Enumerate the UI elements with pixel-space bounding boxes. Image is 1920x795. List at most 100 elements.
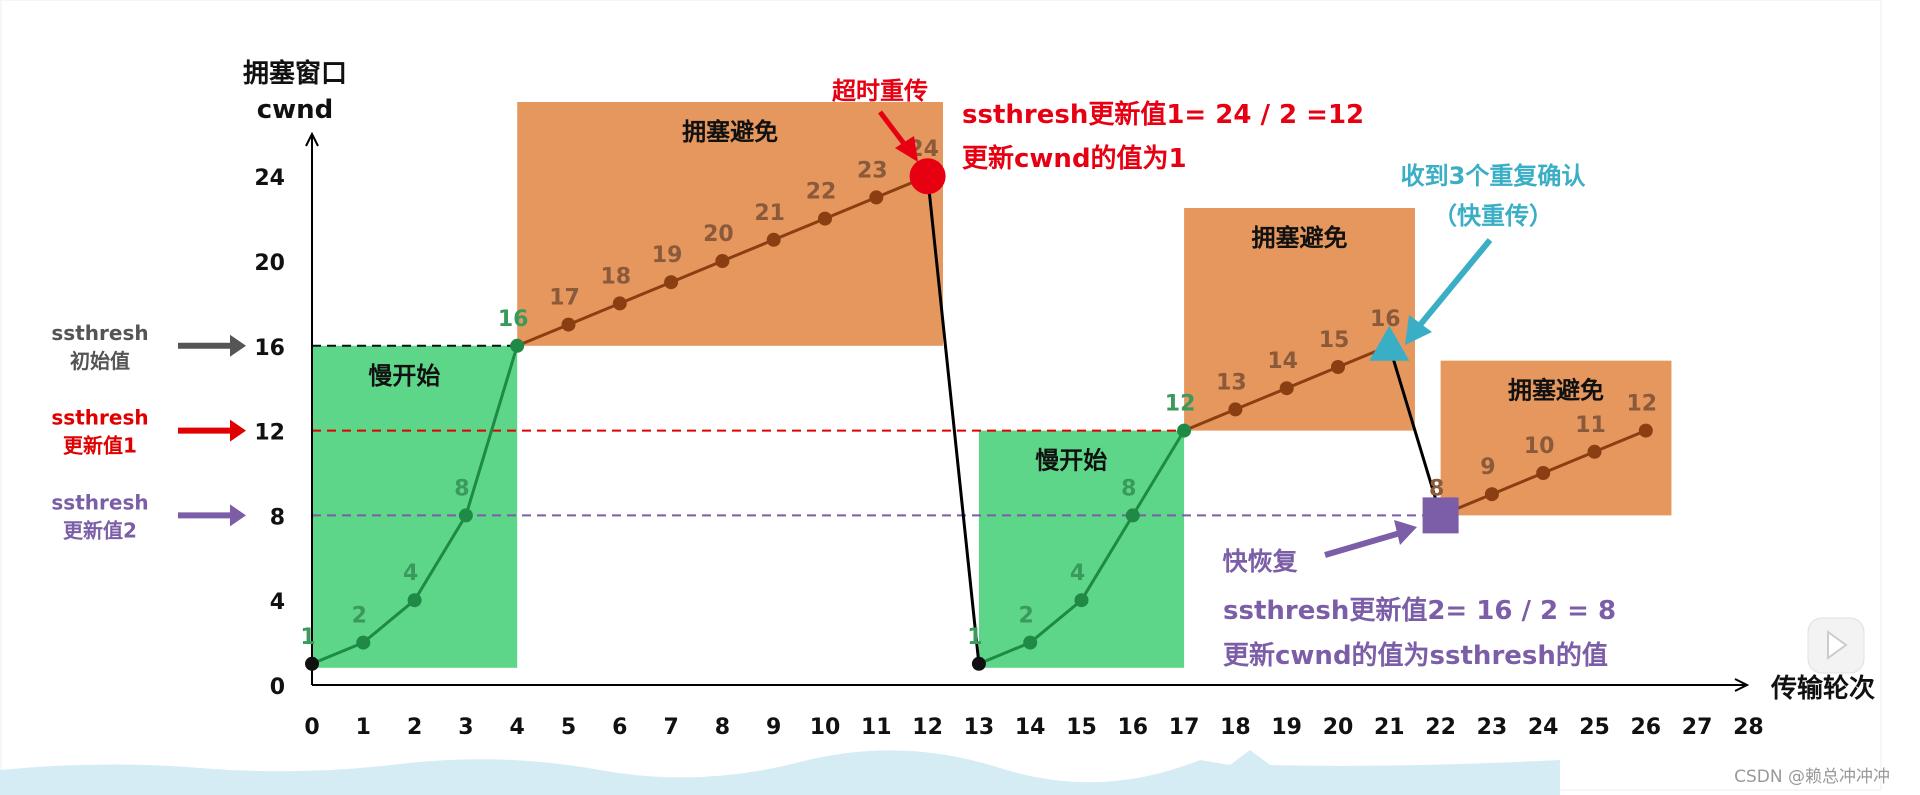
threshold-label-desc: 初始值 [70, 349, 130, 373]
data-point [1331, 360, 1345, 374]
region-label: 拥塞避免 [682, 118, 778, 146]
x-tick-label: 4 [510, 715, 525, 740]
data-label: 21 [754, 201, 785, 226]
data-label: 22 [806, 180, 837, 205]
data-label: 4 [403, 561, 418, 586]
fast-recovery-arrow-head-icon [1394, 520, 1417, 545]
triple-ack-arrow-icon [1417, 238, 1493, 327]
data-point [818, 211, 832, 226]
fast-recovery-label: 快恢复 [1222, 547, 1298, 576]
x-tick-label: 27 [1682, 715, 1713, 740]
data-label: 1 [967, 625, 982, 650]
data-label: 12 [1626, 392, 1657, 417]
x-axis-title: 传输轮次 [1770, 673, 1875, 704]
data-label: 9 [1480, 455, 1495, 480]
data-point [1638, 423, 1653, 438]
x-tick-label: 28 [1733, 715, 1764, 740]
x-tick-label: 1 [356, 715, 371, 740]
data-label: 4 [1070, 561, 1085, 586]
y-tick-label: 8 [270, 505, 285, 530]
x-tick-label: 2 [407, 715, 422, 740]
data-point [1228, 402, 1243, 417]
x-tick-label: 16 [1117, 715, 1148, 740]
y-tick-label: 16 [254, 336, 285, 361]
data-label: 2 [1019, 604, 1034, 629]
y-axis-title-unit: cwnd [257, 95, 334, 125]
data-point [1074, 593, 1089, 608]
x-tick-label: 5 [561, 715, 576, 740]
play-button[interactable] [1807, 617, 1865, 674]
data-point [356, 635, 371, 650]
region-box [1440, 360, 1672, 516]
data-point [715, 254, 730, 268]
data-point [1023, 635, 1038, 650]
x-tick-label: 15 [1066, 715, 1097, 740]
series-line-fast-recovery-drop [1387, 345, 1443, 516]
data-label: 20 [703, 222, 734, 247]
data-label: 8 [1429, 476, 1444, 501]
x-tick-label: 26 [1630, 715, 1661, 740]
data-point [1177, 423, 1192, 438]
data-label: 12 [1165, 392, 1196, 417]
x-tick-label: 25 [1579, 715, 1610, 740]
timeout-note-1: ssthresh更新值1= 24 / 2 =12 [962, 99, 1364, 130]
triple-ack-arrow-head-icon [1405, 315, 1432, 345]
data-label: 16 [498, 307, 529, 332]
x-tick-label: 21 [1374, 715, 1405, 740]
data-label: 8 [1121, 476, 1136, 501]
x-tick-label: 6 [612, 715, 627, 740]
x-tick-label: 8 [715, 715, 730, 740]
x-tick-label: 12 [912, 715, 943, 740]
region-label: 拥塞避免 [1508, 377, 1604, 405]
data-point [458, 508, 473, 523]
play-icon[interactable] [1827, 630, 1848, 660]
data-label: 1 [300, 625, 315, 650]
fast-recovery-arrow-icon [1324, 530, 1401, 558]
data-point [1484, 487, 1499, 502]
fast-recovery-note-2: 更新cwnd的值为ssthresh的值 [1223, 640, 1608, 671]
bottom-wave-decoration [0, 750, 1560, 795]
timeout-note-2: 更新cwnd的值为1 [962, 143, 1187, 174]
data-point [1125, 508, 1140, 523]
region-box [978, 430, 1185, 668]
x-tick-label: 14 [1015, 715, 1046, 740]
fast-retransmit-label: （快重传） [1433, 202, 1553, 230]
data-label: 10 [1524, 434, 1555, 459]
triple-ack-marker [1369, 325, 1410, 361]
x-tick-label: 22 [1425, 715, 1456, 740]
data-point [869, 190, 884, 205]
x-axis-arrow-icon [1734, 678, 1750, 692]
fast-recovery-marker [1422, 497, 1459, 534]
x-tick-label: 17 [1169, 715, 1200, 740]
y-tick-label: 24 [254, 166, 285, 191]
x-tick-label: 10 [810, 715, 841, 740]
watermark: CSDN @赖总冲冲冲 [1734, 767, 1890, 787]
x-tick-label: 18 [1220, 715, 1251, 740]
data-label: 18 [600, 264, 631, 289]
x-tick-label: 20 [1323, 715, 1354, 740]
data-label: 15 [1319, 328, 1350, 353]
data-point [971, 656, 986, 671]
series-line-timeout-drop [926, 176, 981, 664]
x-tick-label: 23 [1477, 715, 1508, 740]
x-tick-label: 0 [304, 715, 319, 740]
data-label: 16 [1370, 307, 1401, 332]
threshold-label-name: ssthresh [51, 490, 148, 514]
data-point [407, 593, 422, 608]
y-tick-label: 20 [254, 251, 285, 276]
x-tick-label: 13 [964, 715, 995, 740]
x-tick-label: 11 [861, 715, 892, 740]
region-box [1184, 208, 1415, 431]
data-point [766, 232, 781, 247]
threshold-label-desc: 更新值2 [63, 518, 137, 542]
arrow-head-icon [230, 504, 246, 527]
threshold-label-name: ssthresh [51, 406, 148, 430]
region-label: 慢开始 [1035, 447, 1107, 475]
x-tick-label: 3 [458, 715, 473, 740]
arrow-head-icon [230, 334, 246, 357]
y-tick-label: 12 [254, 421, 285, 446]
data-point [612, 296, 627, 311]
data-label: 8 [454, 476, 469, 501]
timeout-marker [909, 158, 946, 195]
